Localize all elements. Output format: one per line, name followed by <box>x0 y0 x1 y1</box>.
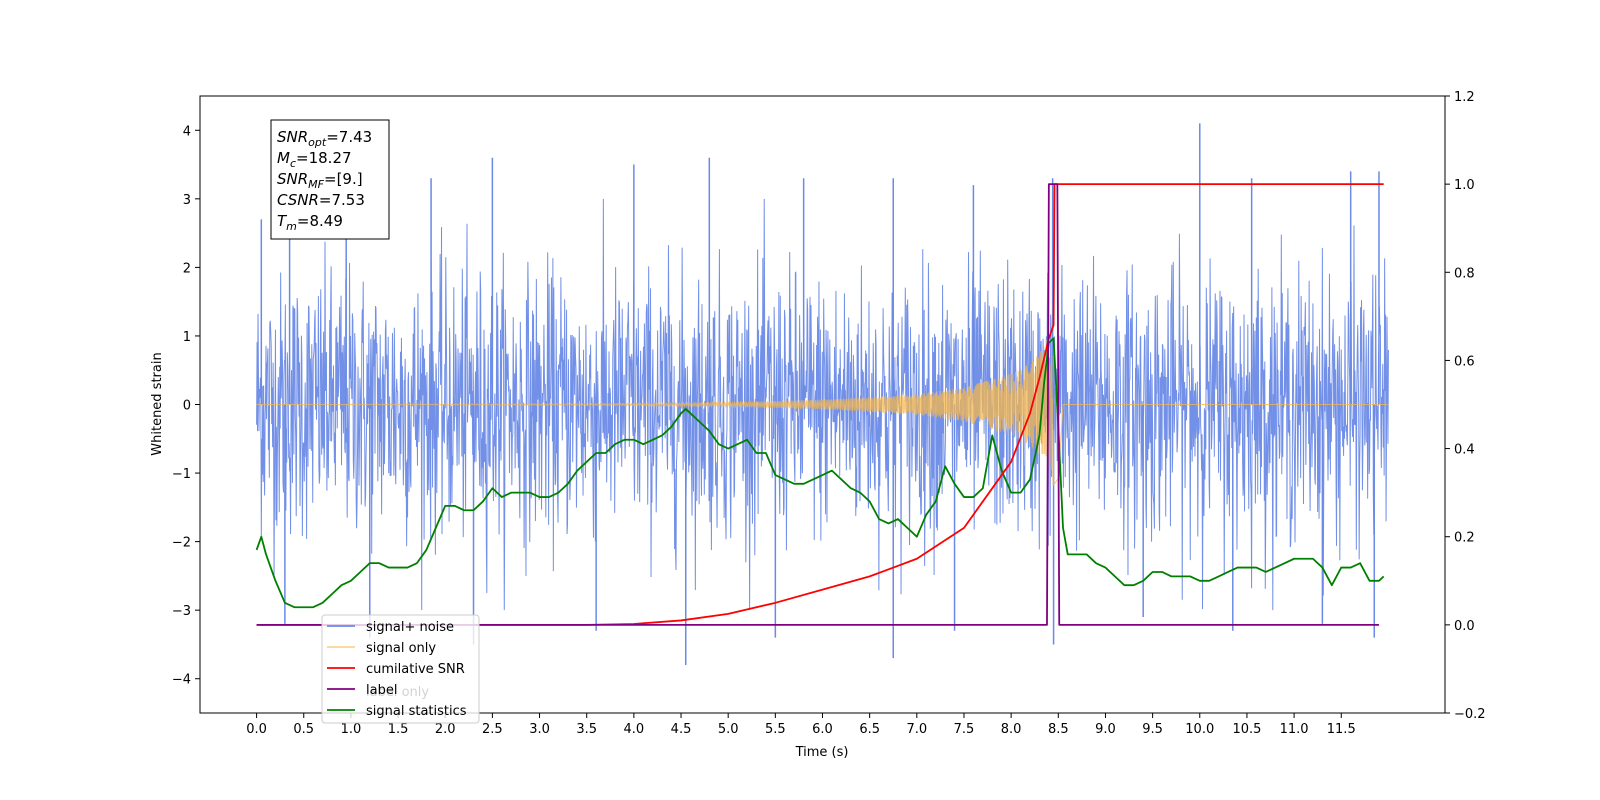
y2-tick-label: 0.2 <box>1454 531 1475 546</box>
y2-tick-label: −0.2 <box>1454 707 1486 722</box>
y-tick-label: 2 <box>183 261 191 276</box>
legend-label: signal only <box>366 641 436 656</box>
legend-frame <box>321 614 480 724</box>
x-tick-label: 1.0 <box>341 722 362 737</box>
legend-label: signal+ noise <box>366 620 454 635</box>
annotation-name: M <box>277 149 290 167</box>
y2-tick-label: 1.0 <box>1454 178 1475 193</box>
y2-tick-label: 1.2 <box>1454 90 1475 105</box>
annotation-name: CSNR <box>277 191 319 209</box>
legend-label: label <box>366 683 397 698</box>
y2-tick-label: 0.8 <box>1454 266 1475 281</box>
annotation-frame <box>270 119 390 240</box>
x-tick-label: 4.0 <box>624 722 645 737</box>
x-tick-label: 4.5 <box>671 722 692 737</box>
signal-statistics-line <box>255 337 1385 609</box>
annotation-subscript: opt <box>308 136 327 149</box>
annotation-line: CSNR=7.53 <box>277 191 365 209</box>
x-tick-label: 0.0 <box>246 722 267 737</box>
x-tick-label: 6.0 <box>812 722 833 737</box>
x-tick-label: 2.0 <box>435 722 456 737</box>
label-line <box>256 183 1379 626</box>
x-tick-label: 3.5 <box>576 722 597 737</box>
line-series <box>255 183 1385 626</box>
y-axis-right: 1.2 1.0 0.8 0.6 0.4 0.2 0.0 −0.2 <box>1445 90 1486 722</box>
x-tick-label: 10.0 <box>1185 722 1214 737</box>
x-tick-label: 1.5 <box>388 722 409 737</box>
annotation-box: SNRopt=7.43Mc=18.27SNRMF=[9.]CSNR=7.53Tm… <box>270 119 390 240</box>
x-tick-label: 5.0 <box>718 722 739 737</box>
legend: signal+ noise signal only cumilative SNR la… <box>321 614 480 724</box>
x-tick-label: 6.5 <box>859 722 880 737</box>
x-tick-label: 11.5 <box>1327 722 1356 737</box>
annotation-value: =[9.] <box>324 170 363 188</box>
x-tick-label: 7.0 <box>906 722 927 737</box>
y-tick-label: −3 <box>172 604 191 619</box>
y-tick-label: 4 <box>183 124 191 139</box>
y-tick-label: 0 <box>183 399 191 414</box>
annotation-value: =7.53 <box>319 191 365 209</box>
x-tick-label: 3.0 <box>529 722 550 737</box>
y-tick-label: −4 <box>172 673 191 688</box>
legend-label: cumilative SNR <box>366 662 465 677</box>
x-tick-label: 8.5 <box>1048 722 1069 737</box>
x-axis-label: Time (s) <box>795 745 849 760</box>
signal-only-line <box>256 339 1389 487</box>
legend-label: signal statistics <box>366 704 467 719</box>
x-tick-label: 9.0 <box>1095 722 1116 737</box>
x-tick-label: 10.5 <box>1232 722 1261 737</box>
cumulative-snr-line <box>256 183 1384 626</box>
annotation-subscript: m <box>286 220 297 233</box>
annotation-line: SNRopt=7.43 <box>277 128 372 149</box>
legend-faint-label: label only <box>366 685 429 700</box>
x-tick-label: 5.5 <box>765 722 786 737</box>
y-axis-left: 4 3 2 1 0 −1 −2 −3 −4 <box>172 124 200 688</box>
y2-tick-label: 0.6 <box>1454 354 1475 369</box>
x-tick-label: 8.0 <box>1001 722 1022 737</box>
annotation-value: =18.27 <box>296 149 352 167</box>
y-tick-label: 3 <box>183 193 191 208</box>
y-tick-label: 1 <box>183 330 191 345</box>
annotation-line: SNRMF=[9.] <box>277 170 363 191</box>
annotation-value: =7.43 <box>326 128 372 146</box>
signal-only-series <box>256 339 1389 487</box>
annotation-value: =8.49 <box>297 212 343 230</box>
y-axis-label: Whitened strain <box>150 352 165 455</box>
y-tick-label: −1 <box>172 467 191 482</box>
annotation-subscript: c <box>290 157 296 170</box>
annotation-name: SNR <box>277 128 308 146</box>
y2-tick-label: 0.0 <box>1454 619 1475 634</box>
annotation-name: T <box>277 212 288 230</box>
y-tick-label: −2 <box>172 536 191 551</box>
annotation-name: SNR <box>277 170 308 188</box>
x-tick-label: 0.5 <box>293 722 314 737</box>
annotation-line: Tm=8.49 <box>277 212 343 233</box>
x-axis: 0.0 0.5 1.0 1.5 2.0 2.5 3.0 3.5 4.0 4.5 5.0 5.5 6.0 6… <box>246 713 1356 737</box>
annotation-line: Mc=18.27 <box>277 149 352 170</box>
x-tick-label: 11.0 <box>1280 722 1309 737</box>
y2-tick-label: 0.4 <box>1454 443 1475 458</box>
annotation-subscript: MF <box>308 178 324 191</box>
x-tick-label: 7.5 <box>954 722 975 737</box>
x-tick-label: 9.5 <box>1142 722 1163 737</box>
x-tick-label: 2.5 <box>482 722 503 737</box>
